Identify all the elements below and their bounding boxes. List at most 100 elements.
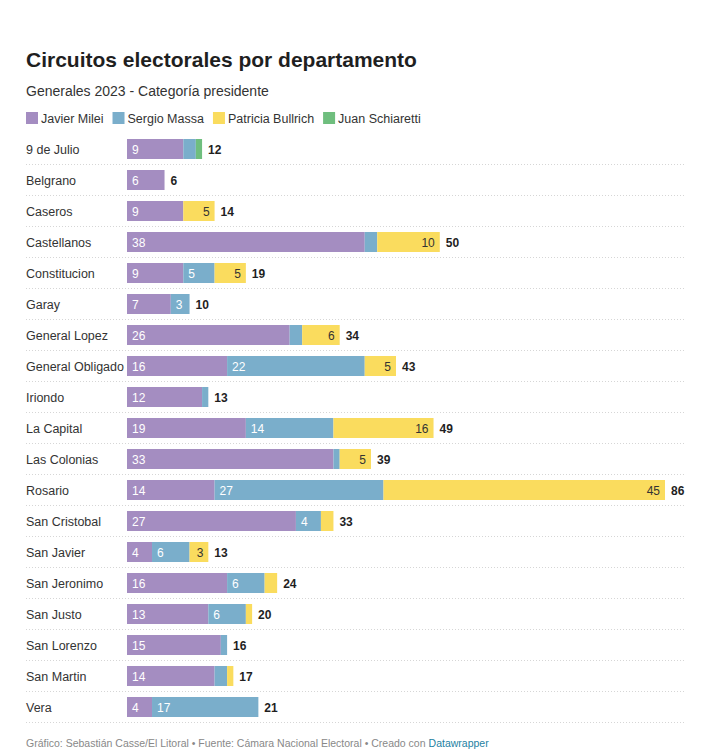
category-label: La Capital <box>26 422 82 436</box>
data-label: 27 <box>220 484 234 498</box>
bar-segment <box>365 232 378 252</box>
data-label: 45 <box>647 484 661 498</box>
total-label: 16 <box>233 639 247 653</box>
bar-segment <box>265 573 278 593</box>
data-label: 6 <box>213 608 220 622</box>
legend-swatch <box>213 112 225 124</box>
category-label: Vera <box>26 701 52 715</box>
category-label: Caseros <box>26 205 73 219</box>
bar-segment <box>246 418 334 438</box>
data-label: 17 <box>157 701 171 715</box>
legend-label: Javier Milei <box>41 112 104 126</box>
bars <box>127 139 665 717</box>
total-label: 49 <box>440 422 454 436</box>
legend-swatch <box>323 112 335 124</box>
bar-segment <box>215 480 384 500</box>
row-separator <box>26 660 685 661</box>
row-separator <box>26 226 685 227</box>
subtitle: Generales 2023 - Categoría presidente <box>26 83 269 99</box>
data-label: 9 <box>132 143 139 157</box>
row-separator <box>26 164 685 165</box>
bar-segment <box>221 635 227 655</box>
data-label: 16 <box>415 422 429 436</box>
bar-segment <box>127 170 165 190</box>
legend-swatch <box>26 112 38 124</box>
bar-segment <box>127 263 183 283</box>
bar-segment <box>183 201 214 221</box>
bar-segment <box>164 170 165 190</box>
bar-segment <box>383 480 665 500</box>
bar-segment <box>246 604 252 624</box>
total-label: 19 <box>252 267 266 281</box>
category-label: San Cristobal <box>26 515 101 529</box>
row-separator <box>26 288 685 289</box>
footer-text: Gráfico: Sebastián Casse/El Litoral • Fu… <box>26 737 426 749</box>
data-label: 15 <box>132 639 146 653</box>
data-label: 14 <box>132 484 146 498</box>
row-separator <box>26 195 685 196</box>
separators <box>26 165 685 723</box>
bar-segment <box>190 542 209 562</box>
data-label: 33 <box>132 453 146 467</box>
bar-segment <box>189 294 190 314</box>
category-label: Garay <box>26 298 61 312</box>
title: Circuitos electorales por departamento <box>26 48 417 71</box>
row-separator <box>26 350 685 351</box>
total-label: 12 <box>208 143 222 157</box>
total-label: 20 <box>258 608 272 622</box>
bar-segment <box>252 604 253 624</box>
row-separator <box>26 722 685 723</box>
category-label: San Javier <box>26 546 85 560</box>
bar-segment <box>196 139 202 159</box>
bar-segment <box>665 480 666 500</box>
bar-segment <box>183 139 196 159</box>
total-label: 39 <box>377 453 391 467</box>
legend-label: Patricia Bullrich <box>228 112 314 126</box>
total-label: 21 <box>264 701 278 715</box>
footer-link[interactable]: Datawrapper <box>429 737 490 749</box>
data-label: 9 <box>132 267 139 281</box>
row-separator <box>26 567 685 568</box>
data-label: 12 <box>132 391 146 405</box>
total-label: 10 <box>196 298 210 312</box>
bar-segment <box>189 294 190 314</box>
chart: Circuitos electorales por departamento Ge… <box>0 0 709 753</box>
row-separator <box>26 691 685 692</box>
bar-segment <box>202 387 208 407</box>
legend-label: Juan Schiaretti <box>338 112 421 126</box>
row-separator <box>26 536 685 537</box>
bar-segment <box>127 418 246 438</box>
bar-segment <box>152 542 190 562</box>
bar-segment <box>127 294 171 314</box>
bar-segment <box>127 325 290 345</box>
bar-segment <box>227 635 228 655</box>
bar-segment <box>227 573 265 593</box>
row-separator <box>26 443 685 444</box>
data-label: 3 <box>176 298 183 312</box>
data-label: 10 <box>421 236 435 250</box>
bar-segment <box>245 263 246 283</box>
total-label: 13 <box>214 546 228 560</box>
data-label: 6 <box>328 329 335 343</box>
category-label: Rosario <box>26 484 69 498</box>
data-label: 19 <box>132 422 146 436</box>
bar-segment <box>208 604 246 624</box>
bar-segment <box>227 635 228 655</box>
total-label: 33 <box>339 515 353 529</box>
row-separator <box>26 505 685 506</box>
category-label: Belgrano <box>26 174 76 188</box>
bar-segment <box>290 325 303 345</box>
data-label: 3 <box>197 546 204 560</box>
data-label: 7 <box>132 298 139 312</box>
data-label: 5 <box>384 360 391 374</box>
bar-segment <box>127 542 152 562</box>
category-label: Iriondo <box>26 391 64 405</box>
data-label: 6 <box>157 546 164 560</box>
bar-segment <box>296 511 321 531</box>
total-label: 13 <box>214 391 228 405</box>
bar-segment <box>127 201 183 221</box>
legend-label: Sergio Massa <box>128 112 204 126</box>
data-label: 16 <box>132 360 146 374</box>
total-label: 17 <box>239 670 253 684</box>
data-label: 14 <box>132 670 146 684</box>
